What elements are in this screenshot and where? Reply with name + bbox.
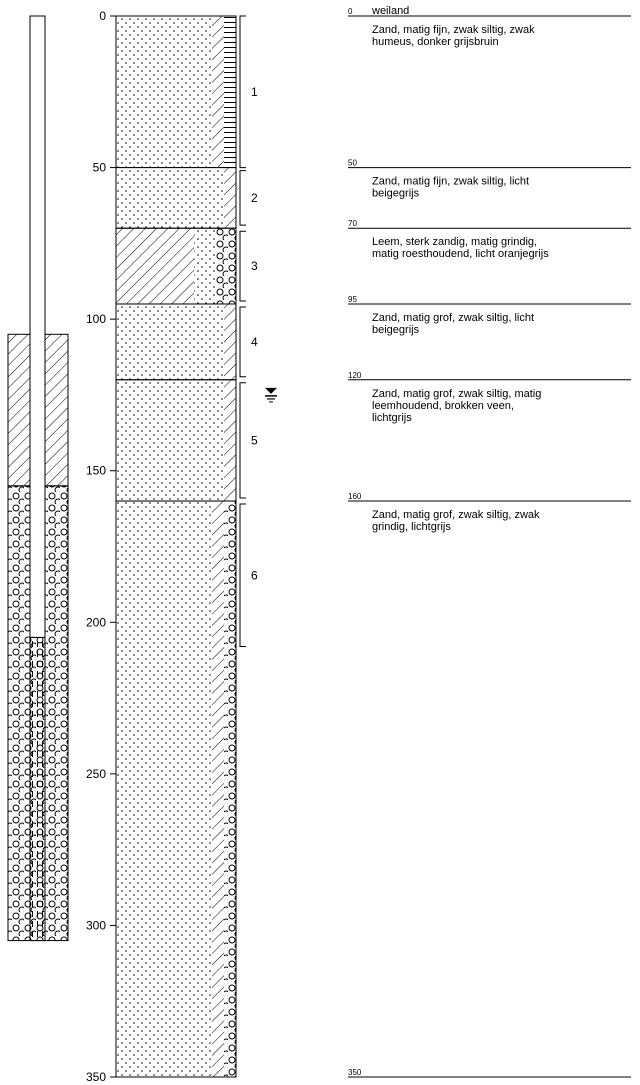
groundwater-triangle-icon <box>265 387 277 394</box>
layer-description-line: beigegrijs <box>372 324 420 336</box>
sample-bracket <box>239 15 246 169</box>
depth-axis-tick-label: 100 <box>86 312 106 326</box>
layer-description-line: Zand, matig grof, zwak siltig, matig <box>372 388 541 400</box>
layer-description-line: Zand, matig fijn, zwak siltig, zwak <box>372 24 535 36</box>
layer-depth-label: 50 <box>348 159 357 168</box>
silt-pattern <box>212 16 224 168</box>
layer-50 <box>115 167 237 229</box>
lithology-column <box>115 15 237 1078</box>
depth-axis-tick-label: 50 <box>93 161 107 175</box>
filter-screen <box>29 636 46 942</box>
layer-depth-label: 95 <box>348 295 357 304</box>
depth-axis-tick-label: 200 <box>86 615 106 629</box>
well-construction <box>7 15 69 942</box>
layer-depth-label: 160 <box>348 492 362 501</box>
layer-depth-label: 70 <box>348 219 357 228</box>
end-of-boring: 350 <box>348 1068 631 1078</box>
humus-pattern <box>224 16 236 168</box>
gravel-pattern <box>224 501 236 1077</box>
layer-description-95: 95 Zand, matig grof, zwak siltig, lichtbe… <box>348 295 631 336</box>
layer-description-0: 0 weiland Zand, matig fijn, zwak siltig, z… <box>348 5 631 48</box>
layer-description-50: 50 Zand, matig fijn, zwak siltig, lichtbe… <box>348 159 631 200</box>
layer-description-line: leemhoudend, brokken veen, <box>372 400 514 412</box>
layer-description-line: humeus, donker grijsbruin <box>372 36 499 48</box>
sample-bracket <box>239 230 246 302</box>
layer-description-line: Zand, matig grof, zwak siltig, zwak <box>372 509 540 521</box>
depth-axis: 0 50 100 150 200 250 300 350 <box>86 9 117 1084</box>
sand-pattern <box>116 379 224 502</box>
end-depth-label: 350 <box>348 1068 362 1077</box>
sample-3: 3 <box>239 230 258 302</box>
loam-pattern <box>116 228 194 304</box>
layer-description-line: Zand, matig grof, zwak siltig, licht <box>372 312 534 324</box>
sample-intervals: 1 2 3 4 5 6 <box>239 15 258 648</box>
sample-label: 6 <box>251 568 258 582</box>
layer-description-line: Leem, sterk zandig, matig grindig, <box>372 236 537 248</box>
sample-label: 4 <box>251 335 258 349</box>
gravel-pattern <box>216 228 236 304</box>
layer-outline <box>115 500 237 1078</box>
depth-axis-tick-label: 150 <box>86 464 106 478</box>
depth-axis-tick-label: 300 <box>86 918 106 932</box>
layer-description-line: grindig, lichtgrijs <box>372 521 451 533</box>
depth-axis-tick-label: 0 <box>99 9 106 23</box>
sample-bracket <box>239 306 246 378</box>
sample-6: 6 <box>239 503 258 648</box>
sample-bracket <box>239 503 246 648</box>
layer-description-line: beigegrijs <box>372 188 420 200</box>
sample-bracket <box>239 382 246 499</box>
sample-label: 5 <box>251 433 258 447</box>
depth-axis-tick-label: 350 <box>86 1070 106 1084</box>
layer-depth-label: 120 <box>348 371 362 380</box>
sand-pattern <box>194 228 216 304</box>
layer-description-line: Zand, matig fijn, zwak siltig, licht <box>372 176 529 188</box>
silt-pattern <box>224 167 236 229</box>
surface-label: weiland <box>371 5 409 17</box>
layer-0 <box>115 15 237 169</box>
sample-5: 5 <box>239 382 258 499</box>
silt-pattern <box>224 379 236 502</box>
sample-2: 2 <box>239 170 258 226</box>
layer-depth-label: 0 <box>348 7 353 16</box>
sample-bracket <box>239 170 246 226</box>
layer-120 <box>115 379 237 502</box>
layer-160 <box>115 500 237 1078</box>
layer-description-line: lichtgrijs <box>372 412 412 424</box>
layer-descriptions: 0 weiland Zand, matig fijn, zwak siltig, z… <box>348 5 631 1078</box>
groundwater-level <box>265 387 277 403</box>
sand-pattern <box>116 303 224 380</box>
sample-1: 1 <box>239 15 258 169</box>
layer-description-160: 160 Zand, matig grof, zwak siltig, zwakgr… <box>348 492 631 533</box>
layer-70 <box>115 227 237 305</box>
depth-axis-tick-label: 250 <box>86 767 106 781</box>
sample-label: 1 <box>251 85 258 99</box>
sand-pattern <box>116 16 212 168</box>
sample-label: 3 <box>251 259 258 273</box>
layer-description-line: matig roesthoudend, licht oranjegrijs <box>372 248 549 260</box>
well-casing <box>29 15 46 638</box>
sand-pattern <box>116 167 224 229</box>
sand-pattern <box>116 501 212 1077</box>
layer-description-70: 70 Leem, sterk zandig, matig grindig,mati… <box>348 219 631 260</box>
silt-pattern <box>212 501 224 1077</box>
layer-95 <box>115 303 237 381</box>
sample-4: 4 <box>239 306 258 378</box>
silt-pattern <box>224 303 236 380</box>
sample-label: 2 <box>251 191 258 205</box>
